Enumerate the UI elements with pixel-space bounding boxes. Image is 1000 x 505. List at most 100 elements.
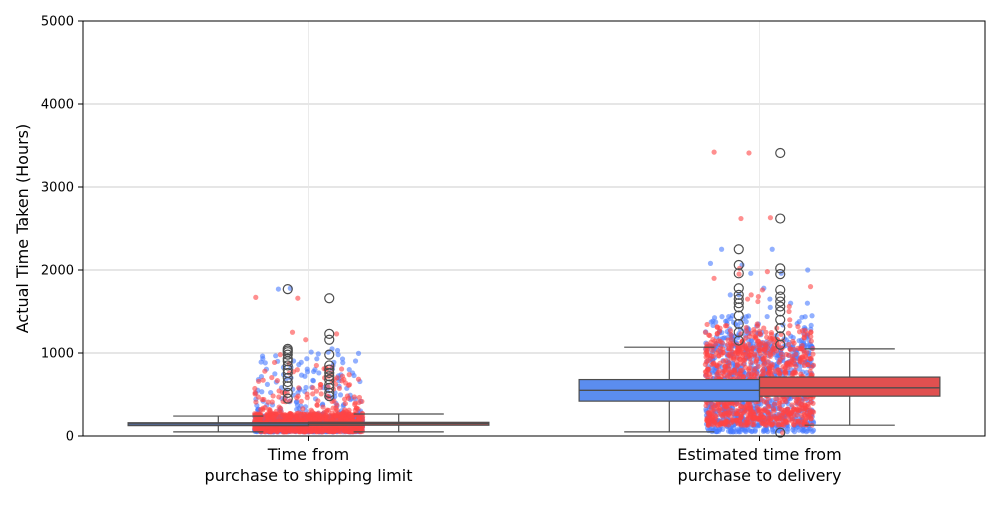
strip-point [768, 372, 775, 378]
strip-point [801, 332, 807, 338]
strip-point [742, 364, 749, 370]
strip-point [764, 269, 770, 275]
strip-point [787, 323, 793, 329]
strip-point [725, 422, 732, 428]
strip-point [779, 416, 785, 422]
outlier-marker [775, 314, 786, 325]
outlier-marker [324, 379, 335, 390]
strip-point [315, 398, 321, 404]
outlier-marker [324, 349, 335, 360]
strip-point [751, 368, 757, 374]
y-tick-label: 2000 [41, 264, 74, 279]
strip-point [262, 360, 268, 366]
strip-point [304, 356, 310, 362]
strip-point [303, 337, 309, 343]
strip-point [265, 399, 271, 405]
strip-point [745, 412, 751, 418]
outlier-marker [733, 318, 744, 330]
strip-point [765, 363, 771, 369]
strip-point [342, 400, 348, 407]
strip-point [763, 399, 770, 405]
strip-point [753, 334, 759, 341]
strip-point [804, 349, 810, 356]
strip-point [355, 376, 362, 382]
strip-point [727, 328, 734, 334]
strip-point [353, 405, 360, 411]
strip-point [339, 356, 346, 362]
outlier-layer [282, 147, 786, 438]
strip-point [808, 395, 814, 402]
outlier-marker [775, 331, 786, 342]
strip-point [755, 293, 761, 300]
strip-point [282, 414, 288, 420]
strip-point [271, 359, 278, 366]
strip-point [332, 424, 338, 430]
strip-point [767, 296, 773, 302]
strip-point [726, 363, 732, 369]
strip-point [746, 352, 753, 359]
strip-point [728, 370, 734, 376]
outlier-marker [282, 343, 293, 354]
strip-point [750, 345, 756, 351]
strip-point [743, 325, 749, 331]
strip-point [724, 323, 730, 329]
strip-point [710, 422, 716, 428]
strip-point [707, 332, 713, 339]
outlier-marker [733, 293, 744, 305]
strip-point [733, 429, 739, 435]
strip-point [269, 410, 275, 416]
strip-point [310, 391, 316, 397]
strip-point [796, 366, 803, 372]
strip-point [318, 381, 324, 388]
strip-point [270, 393, 276, 399]
strip-point [317, 413, 323, 419]
x-category-label-line2: purchase to delivery [678, 466, 842, 485]
box-0-1 [307, 413, 490, 433]
strip-point [765, 409, 771, 415]
strip-point [759, 287, 766, 293]
strip-point [277, 352, 283, 358]
strip-point [733, 411, 739, 417]
strip-point [711, 149, 717, 155]
outlier-marker [324, 293, 335, 304]
strip-point [729, 313, 736, 319]
strip-point [804, 300, 811, 306]
strip-point [269, 374, 275, 381]
strip-point [759, 346, 765, 352]
strip-point [786, 303, 792, 310]
strip-point [714, 371, 720, 377]
strip-point [760, 367, 767, 373]
strip-point [748, 270, 754, 276]
strip-point [269, 399, 275, 405]
y-tick-label: 1000 [41, 347, 74, 362]
strip-point [334, 407, 340, 413]
strip-point [764, 313, 770, 320]
strip-point [310, 377, 316, 383]
strip-point [799, 343, 805, 349]
strip-point [800, 354, 806, 360]
strip-point [303, 384, 309, 391]
strip-point [347, 413, 354, 419]
strip-point [763, 329, 769, 335]
strip-point [351, 394, 357, 400]
strip-point [350, 427, 357, 433]
strip-point [810, 351, 816, 357]
outlier-marker [324, 364, 335, 375]
outlier-marker [775, 339, 786, 350]
strip-point [780, 430, 786, 436]
strip-point [308, 349, 314, 355]
strip-point [754, 339, 761, 345]
strip-point [805, 428, 811, 434]
strip-point [747, 408, 754, 414]
strip-point [779, 399, 786, 405]
strip-point [809, 313, 815, 319]
strip-point [747, 365, 753, 371]
strip-point [771, 339, 777, 345]
strip-point [776, 403, 782, 409]
outlier-marker [775, 306, 786, 317]
strip-point [754, 404, 760, 411]
strip-point [293, 412, 300, 418]
strip-point [742, 357, 748, 363]
outlier-marker [733, 327, 744, 338]
